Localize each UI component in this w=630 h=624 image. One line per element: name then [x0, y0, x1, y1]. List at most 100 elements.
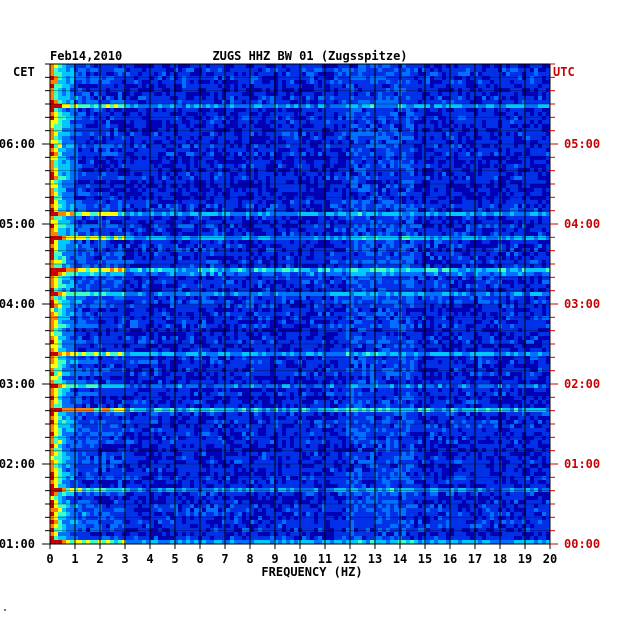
spectrogram-cell [234, 144, 239, 149]
spectrogram-cell [94, 148, 99, 153]
spectrogram-cell [486, 152, 491, 157]
spectrogram-cell [182, 144, 187, 149]
spectrogram-cell [538, 184, 543, 189]
spectrogram-cell [186, 68, 191, 73]
spectrogram-cell [286, 116, 291, 121]
spectrogram-cell [330, 140, 335, 145]
spectrogram-cell [138, 156, 143, 161]
spectrogram-cell [86, 124, 91, 129]
spectrogram-cell [358, 152, 363, 157]
spectrogram-cell [254, 92, 259, 97]
spectrogram-cell [438, 72, 443, 77]
spectrogram-cell [510, 88, 515, 93]
spectrogram-cell [382, 156, 387, 161]
spectrogram-cell [334, 88, 339, 93]
spectrogram-cell [190, 208, 195, 213]
spectrogram-cell [310, 88, 315, 93]
spectrogram-cell [146, 64, 151, 69]
spectrogram-cell [170, 176, 175, 181]
spectrogram-cell [474, 184, 479, 189]
spectrogram-cell [446, 76, 451, 81]
spectrogram-cell [462, 148, 467, 153]
spectrogram-cell [186, 216, 191, 221]
spectrogram-cell [182, 92, 187, 97]
spectrogram-cell [62, 112, 67, 117]
spectrogram-cell [258, 200, 263, 205]
spectrogram-cell [270, 76, 275, 81]
spectrogram-cell [82, 100, 87, 105]
spectrogram-cell [74, 208, 79, 213]
spectrogram-cell [526, 216, 531, 221]
spectrogram-cell [346, 76, 351, 81]
spectrogram-cell [106, 124, 111, 129]
spectrogram-cell [106, 68, 111, 73]
spectrogram-cell [194, 216, 199, 221]
spectrogram-cell [362, 144, 367, 149]
spectrogram-cell [306, 140, 311, 145]
spectrogram-cell [318, 172, 323, 177]
spectrogram-cell [334, 164, 339, 169]
spectrogram-cell [418, 80, 423, 85]
spectrogram-cell [366, 128, 371, 133]
spectrogram-cell [214, 88, 219, 93]
spectrogram-cell [182, 196, 187, 201]
spectrogram-cell [246, 156, 251, 161]
spectrogram-cell [258, 184, 263, 189]
spectrogram-cell [138, 76, 143, 81]
spectrogram-cell [490, 96, 495, 101]
spectrogram-cell [458, 132, 463, 137]
spectrogram-cell [486, 164, 491, 169]
spectrogram-cell [514, 120, 519, 125]
spectrogram-cell [78, 136, 83, 141]
spectrogram-cell [354, 220, 359, 225]
spectrogram-cell [110, 136, 115, 141]
spectrogram-cell [66, 204, 71, 209]
spectrogram-cell [214, 192, 219, 197]
spectrogram-cell [410, 140, 415, 145]
spectrogram-cell [130, 156, 135, 161]
spectrogram-cell [286, 76, 291, 81]
spectrogram-cell [118, 116, 123, 121]
spectrogram-cell [66, 132, 71, 137]
spectrogram-cell [466, 68, 471, 73]
spectrogram-cell [62, 96, 67, 101]
spectrogram-cell [466, 212, 471, 217]
spectrogram-cell [78, 208, 83, 213]
spectrogram-cell [530, 136, 535, 141]
spectrogram-cell [338, 136, 343, 141]
spectrogram-cell [82, 184, 87, 189]
spectrogram-cell [70, 108, 75, 113]
spectrogram-cell [54, 212, 59, 217]
spectrogram-cell [490, 128, 495, 133]
spectrogram-cell [226, 216, 231, 221]
spectrogram-cell [90, 112, 95, 117]
spectrogram-cell [322, 108, 327, 113]
spectrogram-cell [478, 128, 483, 133]
spectrogram-cell [138, 184, 143, 189]
spectrogram-cell [470, 172, 475, 177]
spectrogram-cell [218, 196, 223, 201]
spectrogram-cell [386, 108, 391, 113]
spectrogram-cell [270, 108, 275, 113]
spectrogram-cell [54, 88, 59, 93]
spectrogram-cell [490, 200, 495, 205]
spectrogram-cell [126, 92, 131, 97]
spectrogram-cell [366, 204, 371, 209]
spectrogram-cell [366, 196, 371, 201]
spectrogram-cell [458, 192, 463, 197]
spectrogram-cell [478, 136, 483, 141]
spectrogram-cell [358, 132, 363, 137]
spectrogram-cell [502, 100, 507, 105]
spectrogram-cell [474, 64, 479, 69]
spectrogram-cell [274, 200, 279, 205]
spectrogram-cell [522, 172, 527, 177]
spectrogram-cell [530, 128, 535, 133]
spectrogram-cell [378, 208, 383, 213]
spectrogram-cell [442, 120, 447, 125]
spectrogram-cell [250, 136, 255, 141]
spectrogram-cell [166, 184, 171, 189]
spectrogram-cell [494, 208, 499, 213]
spectrogram-cell [62, 80, 67, 85]
spectrogram-cell [378, 184, 383, 189]
spectrogram-cell [202, 132, 207, 137]
